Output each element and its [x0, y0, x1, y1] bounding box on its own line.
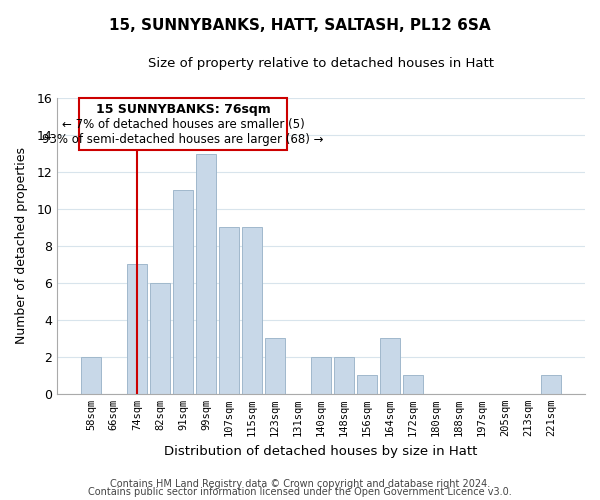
Text: 15, SUNNYBANKS, HATT, SALTASH, PL12 6SA: 15, SUNNYBANKS, HATT, SALTASH, PL12 6SA: [109, 18, 491, 32]
Text: 93% of semi-detached houses are larger (68) →: 93% of semi-detached houses are larger (…: [42, 133, 323, 146]
Bar: [380, 338, 400, 394]
Bar: [81, 357, 101, 394]
Bar: [541, 376, 561, 394]
Bar: [127, 264, 146, 394]
Text: 15 SUNNYBANKS: 76sqm: 15 SUNNYBANKS: 76sqm: [95, 102, 270, 116]
X-axis label: Distribution of detached houses by size in Hatt: Distribution of detached houses by size …: [164, 444, 478, 458]
Bar: [242, 228, 262, 394]
Title: Size of property relative to detached houses in Hatt: Size of property relative to detached ho…: [148, 58, 494, 70]
Bar: [219, 228, 239, 394]
Text: Contains HM Land Registry data © Crown copyright and database right 2024.: Contains HM Land Registry data © Crown c…: [110, 479, 490, 489]
Y-axis label: Number of detached properties: Number of detached properties: [15, 148, 28, 344]
Bar: [150, 283, 170, 394]
Bar: [403, 376, 423, 394]
FancyBboxPatch shape: [79, 98, 287, 150]
Text: ← 7% of detached houses are smaller (5): ← 7% of detached houses are smaller (5): [62, 118, 304, 132]
Bar: [311, 357, 331, 394]
Bar: [357, 376, 377, 394]
Bar: [173, 190, 193, 394]
Text: Contains public sector information licensed under the Open Government Licence v3: Contains public sector information licen…: [88, 487, 512, 497]
Bar: [265, 338, 285, 394]
Bar: [334, 357, 354, 394]
Bar: [196, 154, 216, 394]
